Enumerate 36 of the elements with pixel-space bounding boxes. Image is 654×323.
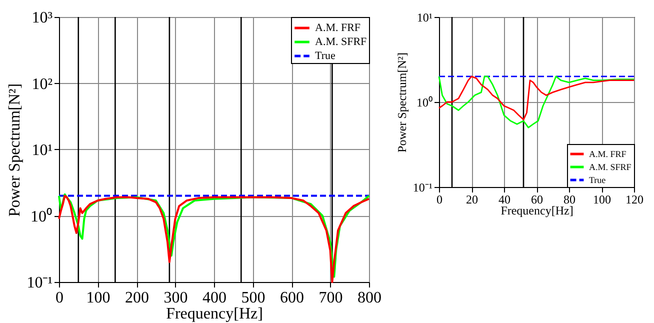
x-tick-label: 800: [358, 290, 382, 306]
x-tick-label: 700: [318, 290, 343, 306]
line-series: [438, 76, 635, 120]
legend-label: True: [589, 175, 606, 185]
x-tick-label: 600: [280, 290, 304, 306]
x-tick-label: 300: [164, 290, 188, 306]
y-axis-title: Power Spectrum[N²]: [394, 52, 409, 152]
x-tick-label: 500: [241, 290, 266, 306]
x-tick-label: 120: [626, 192, 644, 206]
x-tick-label: 20: [466, 192, 478, 206]
x-tick-label: 0: [436, 192, 442, 206]
y-tick-label: 10³: [32, 10, 53, 26]
x-axis-title: Frequency[Hz]: [500, 204, 574, 218]
legend-label: A.M. SFRF: [589, 162, 632, 172]
x-tick-label: 400: [202, 290, 226, 306]
legend-label: A.M. FRF: [589, 149, 626, 159]
y-tick-label: 10⁻¹: [26, 274, 53, 292]
x-tick-label: 40: [498, 192, 510, 206]
y-tick-label: 10²: [32, 76, 53, 93]
x-tick-label: 60: [531, 192, 543, 206]
x-tick-label: 100: [86, 290, 110, 306]
x-tick-label: 0: [56, 290, 64, 306]
x-tick-label: 80: [564, 192, 576, 206]
y-tick-label: 10⁰: [30, 207, 52, 226]
y-tick-label: 10⁻¹: [412, 180, 433, 194]
legend-label: A.M. FRF: [315, 22, 361, 34]
y-axis-title: Power Spectrum[N²]: [6, 83, 24, 217]
x-tick-label: 100: [593, 192, 611, 206]
y-tick-label: 10¹: [416, 10, 433, 24]
legend-label: A.M. SFRF: [315, 36, 367, 48]
y-tick-label: 10⁰: [416, 96, 432, 110]
legend-label: True: [315, 50, 336, 62]
y-tick-label: 10¹: [32, 142, 53, 159]
x-tick-label: 200: [125, 290, 149, 306]
x-axis-title: Frequency[Hz]: [166, 306, 263, 322]
line-series: [438, 76, 635, 128]
